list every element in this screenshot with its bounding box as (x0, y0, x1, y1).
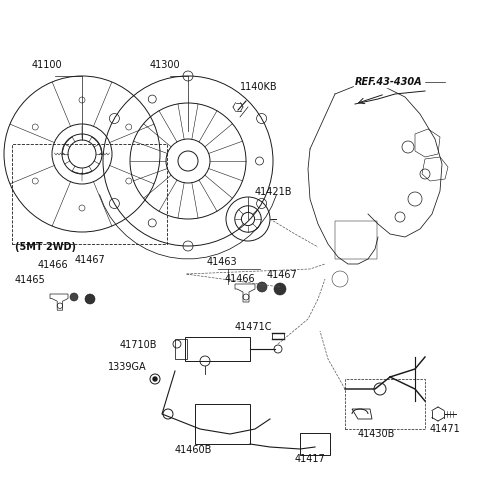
Text: 41467: 41467 (75, 254, 106, 264)
Text: 41466: 41466 (38, 260, 69, 269)
Bar (175, 339, 187, 359)
Bar (345, 379, 425, 429)
Text: 41471C: 41471C (235, 321, 273, 331)
Text: 41465: 41465 (15, 275, 46, 285)
Text: 41471: 41471 (430, 423, 461, 433)
Text: REF.43-430A: REF.43-430A (355, 77, 422, 87)
Bar (300, 433, 330, 455)
Circle shape (257, 282, 267, 292)
Circle shape (153, 377, 157, 381)
Text: 41467: 41467 (267, 269, 298, 279)
Bar (195, 404, 250, 444)
Circle shape (274, 283, 286, 295)
Bar (185, 337, 250, 361)
Circle shape (85, 294, 95, 304)
Text: 41417: 41417 (295, 453, 326, 463)
Text: 41460B: 41460B (175, 444, 212, 454)
Text: 41430B: 41430B (358, 428, 396, 438)
Text: 41100: 41100 (32, 60, 62, 70)
Bar (335, 222, 377, 260)
Text: 41463: 41463 (207, 256, 238, 266)
Circle shape (70, 293, 78, 301)
Text: 41421B: 41421B (255, 187, 292, 197)
Text: 1339GA: 1339GA (108, 361, 146, 371)
Text: 1140KB: 1140KB (240, 82, 277, 92)
Text: 41710B: 41710B (120, 339, 157, 349)
Text: (5MT 2WD): (5MT 2WD) (15, 241, 76, 252)
Bar (12, 144, 167, 244)
Text: 41466: 41466 (225, 274, 256, 283)
Text: 41300: 41300 (150, 60, 180, 70)
